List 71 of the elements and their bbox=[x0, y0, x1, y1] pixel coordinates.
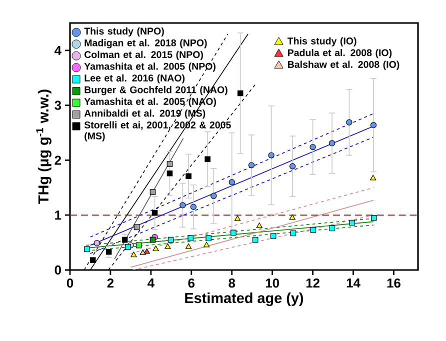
legend-label: This study (NPO) bbox=[84, 27, 164, 37]
point bbox=[210, 192, 217, 199]
point bbox=[310, 227, 316, 233]
point bbox=[289, 163, 296, 170]
point bbox=[289, 214, 296, 220]
point bbox=[186, 243, 192, 249]
legend-label: Colman et al. 2015 (NPO) bbox=[84, 50, 203, 60]
point bbox=[371, 214, 377, 221]
legend-label: Lee et al. 2016 (NAO) bbox=[84, 74, 185, 84]
point bbox=[237, 90, 244, 96]
point bbox=[328, 140, 336, 146]
x-tick-label: 16 bbox=[387, 278, 400, 288]
legend-label: Balshaw et al. 2008 (IO) bbox=[288, 60, 400, 70]
x-tick-label: 2 bbox=[107, 278, 114, 288]
y-tick-label: 0 bbox=[54, 265, 61, 275]
point bbox=[349, 220, 355, 226]
point bbox=[256, 222, 262, 228]
x-axis-title: Estimated age (y) bbox=[185, 292, 304, 306]
legend-label: Padula et al. 2008 (IO) bbox=[288, 49, 392, 58]
point bbox=[252, 236, 258, 243]
point bbox=[94, 240, 100, 246]
point bbox=[152, 210, 158, 216]
point bbox=[136, 242, 142, 248]
point bbox=[150, 236, 156, 243]
y-axis-title: THg (μg g$^{-1}$ w.w.) bbox=[36, 90, 52, 204]
point bbox=[370, 122, 377, 128]
point bbox=[268, 152, 274, 158]
point bbox=[180, 202, 186, 208]
point bbox=[188, 235, 194, 242]
point bbox=[166, 161, 173, 167]
x-tick-label: 4 bbox=[148, 278, 154, 288]
legend-label: Yamashita et al. 2005 (NPO) bbox=[84, 62, 216, 72]
y-tick-label: 1 bbox=[55, 210, 62, 220]
x-tick-label: 14 bbox=[346, 278, 360, 288]
point bbox=[204, 156, 210, 162]
point bbox=[152, 246, 159, 252]
point bbox=[190, 204, 197, 210]
point bbox=[230, 230, 236, 236]
point bbox=[106, 248, 112, 255]
point bbox=[248, 162, 255, 168]
point bbox=[134, 224, 140, 230]
point bbox=[130, 252, 137, 258]
point bbox=[329, 225, 336, 232]
point bbox=[140, 249, 146, 255]
y-tick-label: 3 bbox=[54, 100, 62, 110]
point bbox=[164, 243, 171, 249]
point bbox=[166, 170, 173, 176]
x-tick-label: 8 bbox=[228, 278, 236, 288]
point bbox=[168, 236, 174, 243]
point bbox=[346, 119, 352, 126]
legend-label: Madigan et al. 2018 (NPO) bbox=[84, 39, 207, 48]
point bbox=[290, 230, 296, 236]
y-tick-label: 2 bbox=[54, 156, 61, 165]
point bbox=[186, 173, 192, 180]
point bbox=[206, 235, 212, 242]
point bbox=[150, 189, 156, 195]
legend-label: This study (IO) bbox=[287, 37, 356, 46]
point bbox=[270, 233, 276, 239]
x-tick-label: 6 bbox=[188, 278, 195, 288]
point bbox=[84, 246, 90, 252]
x-tick-label: 10 bbox=[266, 278, 279, 288]
point bbox=[122, 236, 128, 243]
x-tick-label: 12 bbox=[306, 278, 320, 288]
point bbox=[204, 242, 210, 248]
point bbox=[234, 215, 241, 221]
point bbox=[370, 174, 376, 180]
point bbox=[228, 179, 235, 186]
y-tick-label: 4 bbox=[54, 46, 62, 55]
point bbox=[124, 244, 131, 250]
point bbox=[310, 144, 316, 150]
x-tick-label: 0 bbox=[66, 278, 74, 288]
